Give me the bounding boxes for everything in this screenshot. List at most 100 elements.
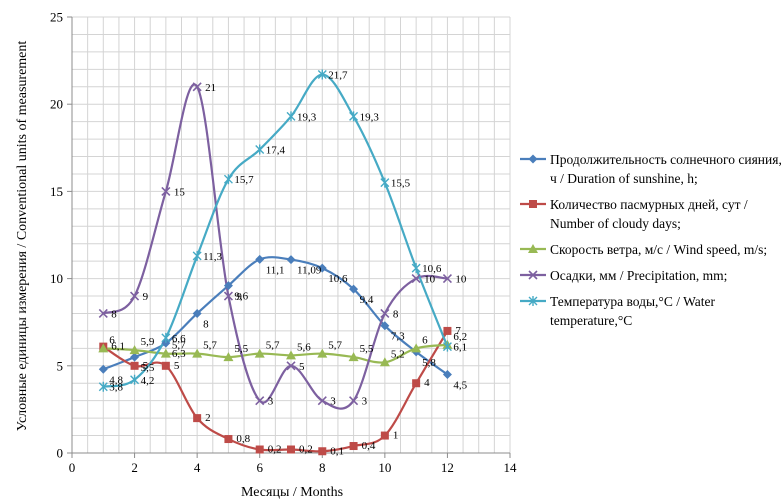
y-tick-label: 0 xyxy=(57,446,64,461)
data-label-cloudy-days: 0,4 xyxy=(362,440,376,452)
gridlines xyxy=(71,16,511,454)
legend-swatch-marker xyxy=(528,244,538,253)
data-label-wind-speed: 5,7 xyxy=(172,340,186,352)
data-point-precipitation xyxy=(192,82,202,92)
data-label-wind-speed: 5,7 xyxy=(203,340,217,352)
x-tick-label: 10 xyxy=(378,460,391,475)
data-label-wind-speed: 5,5 xyxy=(360,343,374,355)
data-point-wind-speed xyxy=(317,348,328,358)
data-label-water-temperature: 6,1 xyxy=(453,342,467,354)
data-point-precipitation xyxy=(442,274,452,284)
data-label-cloudy-days: 1 xyxy=(393,430,399,442)
data-label-sunshine: 10,6 xyxy=(328,273,348,285)
legend-swatch-cloudy-days xyxy=(520,200,546,208)
data-point-sunshine xyxy=(130,352,140,362)
legend-swatch-marker xyxy=(528,270,538,280)
legend-label-wind-speed: Скорость ветра, м/с / Wind speed, m/s; xyxy=(550,242,768,257)
data-point-sunshine xyxy=(349,284,359,294)
data-point-water-temperature xyxy=(411,263,421,274)
series-line-precipitation xyxy=(102,83,448,410)
data-label-precipitation: 5 xyxy=(299,361,305,373)
data-label-water-temperature: 19,3 xyxy=(297,111,317,123)
data-label-wind-speed: 5,9 xyxy=(141,336,155,348)
x-axis-title: Месяцы / Months xyxy=(241,485,343,500)
data-point-precipitation xyxy=(255,396,265,406)
data-label-wind-speed: 5,2 xyxy=(391,348,405,360)
x-tick-label: 0 xyxy=(69,460,76,475)
x-tick-label: 12 xyxy=(441,460,454,475)
data-point-cloudy-days xyxy=(193,414,202,423)
data-point-precipitation xyxy=(349,396,359,406)
data-point-water-temperature xyxy=(192,250,202,261)
data-label-wind-speed: 5,5 xyxy=(234,343,248,355)
data-point-water-temperature xyxy=(98,381,108,392)
data-point-cloudy-days xyxy=(287,445,295,454)
series-markers xyxy=(98,69,453,456)
legend-swatch-sunshine xyxy=(520,154,546,164)
data-label-water-temperature: 4,2 xyxy=(141,375,155,387)
legend-swatch-marker xyxy=(529,200,537,208)
data-label-precipitation: 21 xyxy=(205,82,216,94)
data-label-sunshine: 4,5 xyxy=(453,380,467,392)
data-label-precipitation: 10 xyxy=(455,274,467,286)
data-point-sunshine xyxy=(380,321,390,331)
data-label-water-temperature: 19,3 xyxy=(360,111,380,123)
data-label-cloudy-days: 5 xyxy=(174,360,180,372)
legend-item-wind-speed: Скорость ветра, м/с / Wind speed, m/s; xyxy=(520,240,781,259)
legend-item-sunshine: Продолжительность солнечного сияния, ч /… xyxy=(520,150,781,188)
data-point-precipitation xyxy=(130,291,140,301)
x-tick-label: 4 xyxy=(194,460,201,475)
data-point-cloudy-days xyxy=(130,361,139,370)
data-label-precipitation: 3 xyxy=(362,396,368,408)
data-point-sunshine xyxy=(286,255,296,265)
data-label-cloudy-days: 5 xyxy=(143,360,149,372)
data-point-water-temperature xyxy=(255,144,265,155)
data-label-sunshine: 5,5 xyxy=(141,362,155,374)
data-label-cloudy-days: 0,1 xyxy=(330,445,344,457)
data-label-cloudy-days: 2 xyxy=(205,412,211,424)
data-label-water-temperature: 11,3 xyxy=(203,251,222,263)
y-tick-label: 15 xyxy=(50,184,63,199)
data-point-precipitation xyxy=(317,396,327,406)
legend-label-water-temperature: Температура воды,°C / Water temperature,… xyxy=(550,294,715,328)
data-point-water-temperature xyxy=(223,174,233,185)
data-point-cloudy-days xyxy=(255,445,264,454)
data-labels: 4,8 5,5 6,3 8 9,6 11,1 11,09 10,6 9,4 7,3 5,8 4,5 6,… xyxy=(109,70,467,458)
data-label-water-temperature: 21,7 xyxy=(328,70,348,82)
data-point-precipitation xyxy=(98,308,108,319)
legend-item-precipitation: Осадки, мм / Precipitation, mm; xyxy=(520,266,781,285)
data-point-water-temperature xyxy=(380,177,390,188)
data-label-water-temperature: 15,5 xyxy=(391,178,411,190)
data-label-precipitation: 9 xyxy=(236,291,242,303)
data-point-water-temperature xyxy=(349,111,359,122)
data-point-sunshine xyxy=(255,254,265,264)
data-point-precipitation xyxy=(161,186,171,196)
data-point-wind-speed xyxy=(192,348,203,358)
data-label-sunshine: 11,1 xyxy=(266,264,285,276)
data-point-water-temperature xyxy=(130,374,140,385)
chart-legend: Продолжительность солнечного сияния, ч /… xyxy=(520,150,781,337)
data-label-wind-speed: 6 xyxy=(109,334,115,346)
data-point-cloudy-days xyxy=(318,447,327,456)
legend-swatch-marker xyxy=(528,296,538,306)
legend-swatch-water-temperature xyxy=(520,296,546,306)
data-point-wind-speed xyxy=(129,345,140,355)
data-label-sunshine: 6,3 xyxy=(172,348,186,360)
x-tick-label: 6 xyxy=(256,460,263,475)
legend-label-precipitation: Осадки, мм / Precipitation, mm; xyxy=(550,268,728,283)
axes xyxy=(67,16,511,458)
data-label-cloudy-days: 0,2 xyxy=(299,444,313,456)
y-tick-label: 25 xyxy=(50,10,63,25)
legend-swatch-marker xyxy=(528,154,538,164)
data-point-water-temperature xyxy=(286,111,296,122)
data-point-cloudy-days xyxy=(349,442,358,451)
data-label-cloudy-days: 0,8 xyxy=(236,433,250,445)
data-label-precipitation: 8 xyxy=(393,308,399,320)
data-point-wind-speed xyxy=(411,343,422,353)
data-label-sunshine: 5,8 xyxy=(422,357,436,369)
y-tick-label: 5 xyxy=(57,358,64,373)
data-label-precipitation: 3 xyxy=(330,396,336,408)
data-point-precipitation xyxy=(286,361,296,371)
data-label-precipitation: 3 xyxy=(268,396,274,408)
